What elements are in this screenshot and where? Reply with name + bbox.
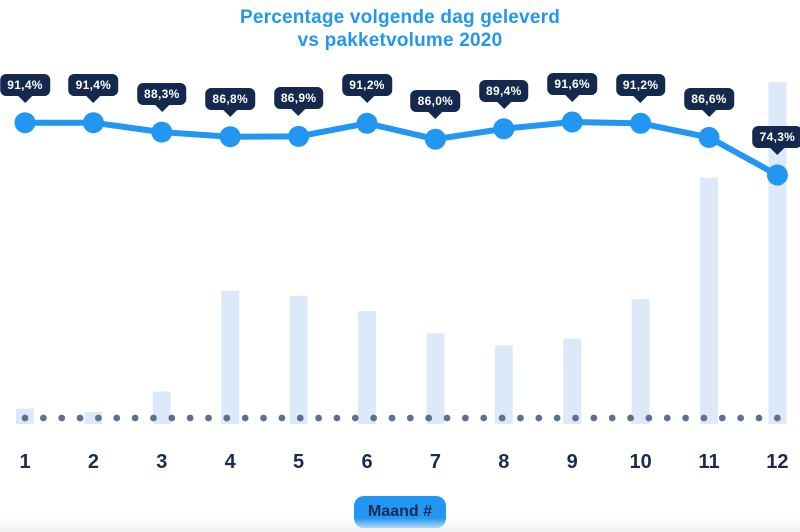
- month-label: 12: [766, 451, 789, 473]
- volume-bar: [358, 311, 376, 424]
- line-point: [561, 111, 583, 133]
- month-label: 7: [429, 451, 441, 473]
- value-badge: 91,2%: [615, 74, 666, 97]
- volume-bar: [700, 177, 718, 424]
- chart-title: Percentage volgende dag geleverd vs pakk…: [0, 6, 800, 52]
- line-point: [219, 126, 241, 148]
- baseline-dot: [663, 414, 671, 422]
- line-point: [698, 126, 720, 148]
- month-label: 2: [87, 451, 99, 473]
- month-label: 10: [629, 451, 652, 473]
- line-point: [82, 112, 104, 134]
- volume-bar: [221, 290, 240, 424]
- baseline-dot: [718, 414, 726, 422]
- baseline-dot: [58, 414, 66, 422]
- line-point: [151, 121, 173, 143]
- line-point: [356, 112, 378, 134]
- line-point: [766, 164, 788, 186]
- volume-bar: [84, 412, 103, 424]
- baseline-dot: [700, 414, 708, 422]
- month-label: 8: [498, 451, 510, 473]
- baseline-dot: [737, 414, 745, 422]
- baseline-dot: [278, 414, 286, 422]
- baseline-dot: [150, 414, 157, 422]
- baseline-dot: [773, 414, 781, 422]
- x-axis-title-pill: Maand #: [353, 496, 447, 528]
- volume-bar: [631, 299, 650, 424]
- month-label: 9: [566, 451, 578, 473]
- line-point: [14, 112, 36, 134]
- baseline-dot: [241, 414, 249, 422]
- value-badge: 91,6%: [547, 73, 597, 96]
- month-label: 4: [224, 451, 236, 473]
- baseline-dot: [462, 414, 469, 422]
- month-label: 3: [156, 451, 168, 473]
- volume-bar: [152, 391, 171, 424]
- baseline-dot: [425, 414, 433, 422]
- baseline-dot: [645, 414, 653, 422]
- baseline-dot: [517, 414, 524, 422]
- value-badge: 91,2%: [342, 74, 392, 97]
- baseline-dot: [535, 414, 543, 422]
- baseline-dot: [388, 414, 396, 422]
- value-badge: 91,4%: [0, 73, 50, 96]
- baseline-dot: [113, 414, 121, 422]
- baseline-dot: [205, 414, 212, 422]
- chart-area: 91,4% 91,4% 88,3% 86,8% 86,9% 91,2% 86,0% 89,4%…: [0, 0, 800, 490]
- value-badge: 86,6%: [684, 88, 734, 111]
- baseline-dot: [608, 414, 616, 422]
- volume-bar: [494, 345, 513, 424]
- month-label: 11: [698, 451, 720, 473]
- volume-bar: [289, 295, 308, 424]
- baseline-dot: [186, 414, 194, 422]
- line-point: [424, 128, 446, 150]
- value-badge: 74,3%: [752, 126, 800, 149]
- baseline-dot: [168, 414, 176, 422]
- chart-title-line1: Percentage volgende dag geleverd: [239, 7, 560, 28]
- baseline-dot: [76, 414, 84, 422]
- baseline-dot: [755, 414, 763, 422]
- value-badge: 91,4%: [68, 73, 119, 96]
- baseline-dot: [627, 414, 634, 422]
- month-label: 1: [19, 451, 31, 473]
- baseline-dot: [443, 414, 451, 422]
- volume-bar: [426, 333, 445, 424]
- line-point: [493, 118, 515, 140]
- baseline-dot: [480, 414, 488, 422]
- chart-canvas: [14, 82, 788, 424]
- value-badge: 89,4%: [479, 79, 529, 102]
- baseline-dot: [590, 414, 598, 422]
- baseline-dot: [351, 414, 359, 422]
- baseline-dot: [572, 414, 579, 422]
- baseline-dot: [131, 414, 139, 422]
- delivery-line: [22, 119, 781, 178]
- value-badge: 86,9%: [273, 87, 324, 110]
- month-label: 6: [361, 451, 373, 473]
- baseline-dot: [315, 414, 322, 422]
- line-point: [630, 112, 652, 134]
- value-badge: 86,8%: [205, 87, 255, 110]
- baseline-dot: [39, 414, 47, 422]
- chart-title-line2: vs pakketvolume 2020: [297, 30, 503, 51]
- line-point: [288, 125, 310, 147]
- baseline-dot: [333, 414, 341, 422]
- volume-bar: [563, 338, 582, 424]
- baseline-dot: [682, 414, 689, 422]
- baseline-dot: [498, 414, 506, 422]
- value-badge: 86,0%: [410, 90, 461, 113]
- baseline-dot: [223, 414, 231, 422]
- baseline-dot: [260, 414, 267, 422]
- baseline-dot: [553, 414, 561, 422]
- baseline-dot: [370, 414, 378, 422]
- baseline-dot: [95, 414, 102, 422]
- baseline-dot: [296, 414, 304, 422]
- baseline-dot: [21, 414, 29, 422]
- baseline-dot: [406, 414, 414, 422]
- value-badge: 88,3%: [137, 83, 187, 106]
- month-label: 5: [293, 451, 305, 473]
